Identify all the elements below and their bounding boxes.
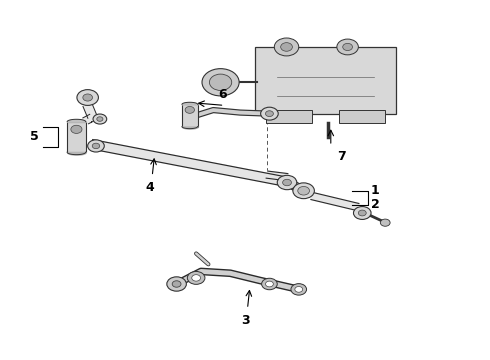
Text: 6: 6 bbox=[219, 88, 227, 101]
Circle shape bbox=[185, 107, 195, 113]
FancyBboxPatch shape bbox=[67, 122, 86, 152]
Text: 4: 4 bbox=[146, 181, 154, 194]
Polygon shape bbox=[266, 171, 288, 181]
Circle shape bbox=[353, 207, 371, 220]
Circle shape bbox=[380, 219, 390, 226]
Circle shape bbox=[274, 38, 299, 56]
FancyBboxPatch shape bbox=[266, 111, 312, 123]
Circle shape bbox=[93, 114, 107, 124]
Circle shape bbox=[187, 271, 205, 284]
Circle shape bbox=[172, 281, 181, 287]
Circle shape bbox=[167, 277, 186, 291]
Circle shape bbox=[298, 186, 310, 195]
Circle shape bbox=[88, 140, 104, 152]
Circle shape bbox=[192, 275, 200, 281]
Text: 3: 3 bbox=[242, 314, 250, 327]
Circle shape bbox=[337, 39, 358, 55]
Circle shape bbox=[299, 187, 309, 194]
Circle shape bbox=[202, 69, 239, 96]
Circle shape bbox=[266, 111, 273, 117]
FancyBboxPatch shape bbox=[255, 47, 396, 114]
FancyBboxPatch shape bbox=[182, 104, 197, 127]
Text: 7: 7 bbox=[337, 149, 346, 162]
Text: 1: 1 bbox=[371, 184, 380, 197]
Circle shape bbox=[277, 175, 297, 190]
Circle shape bbox=[97, 117, 103, 121]
Polygon shape bbox=[83, 104, 97, 118]
Circle shape bbox=[343, 43, 352, 50]
Circle shape bbox=[283, 179, 292, 186]
Polygon shape bbox=[81, 121, 91, 122]
Circle shape bbox=[281, 42, 293, 51]
Circle shape bbox=[262, 278, 277, 290]
Text: 2: 2 bbox=[371, 198, 380, 211]
Circle shape bbox=[291, 284, 307, 295]
Polygon shape bbox=[311, 193, 359, 210]
Circle shape bbox=[71, 125, 82, 134]
Circle shape bbox=[261, 107, 278, 120]
Circle shape bbox=[77, 90, 98, 105]
Circle shape bbox=[358, 210, 366, 216]
Text: 5: 5 bbox=[30, 130, 39, 144]
Circle shape bbox=[209, 74, 232, 90]
Circle shape bbox=[266, 281, 273, 287]
Circle shape bbox=[92, 143, 99, 149]
Polygon shape bbox=[90, 140, 288, 186]
Polygon shape bbox=[83, 114, 96, 124]
Circle shape bbox=[293, 183, 315, 199]
Polygon shape bbox=[283, 179, 307, 194]
Circle shape bbox=[295, 287, 303, 292]
FancyBboxPatch shape bbox=[339, 111, 385, 123]
Circle shape bbox=[83, 94, 93, 101]
